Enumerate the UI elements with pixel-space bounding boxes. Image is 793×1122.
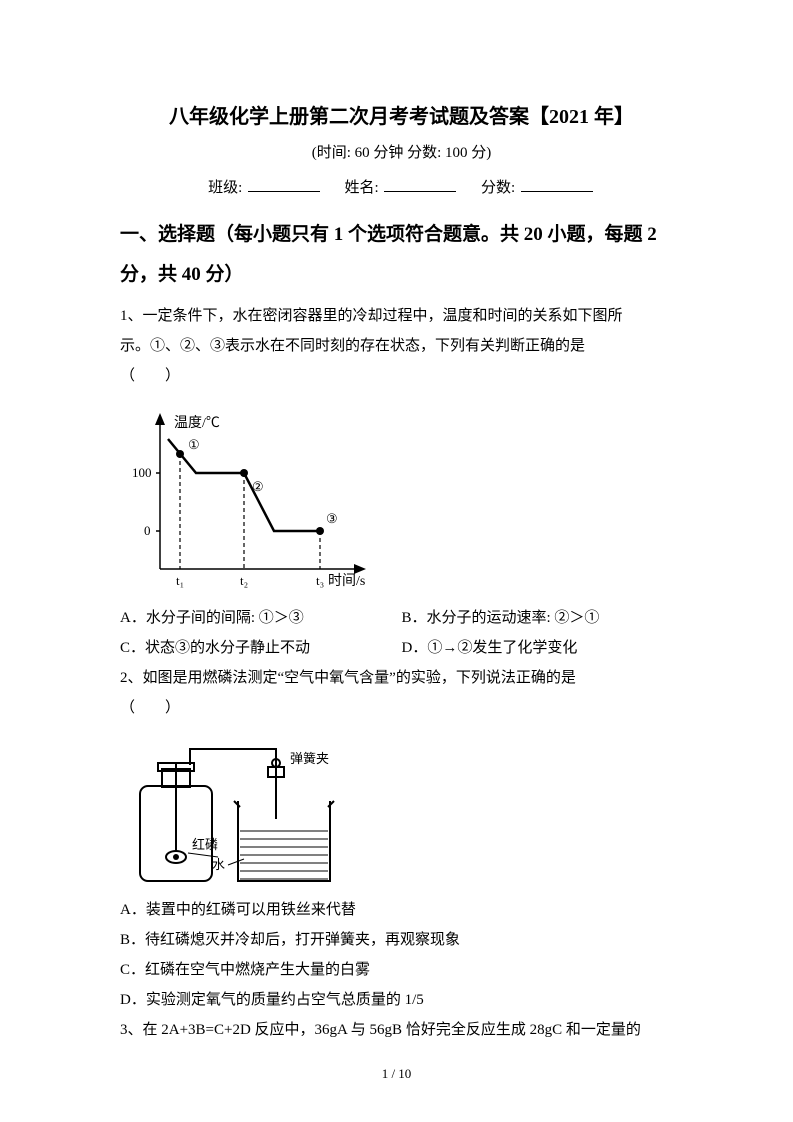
q2-stem: 2、如图是用燃磷法测定“空气中氧气含量”的实验，下列说法正确的是 （ ） xyxy=(120,663,683,723)
q1-marker-2: ② xyxy=(252,479,264,494)
q2-option-b: B．待红磷熄灭并冷却后，打开弹簧夹，再观察现象 xyxy=(120,925,683,955)
q1-chart: 温度/℃ 100 0 时间/s ① ② ③ t₁ t₂ t₃ xyxy=(120,399,683,599)
fill-blanks-row: 班级: 姓名: 分数: xyxy=(120,176,683,197)
q1-stem-line1: 1、一定条件下，水在密闭容器里的冷却过程中，温度和时间的关系如下图所 xyxy=(120,308,623,324)
q2-stem-line1: 2、如图是用燃磷法测定“空气中氧气含量”的实验，下列说法正确的是 xyxy=(120,670,576,686)
section-1-heading-line2: 分，共 40 分） xyxy=(120,255,683,295)
exam-title: 八年级化学上册第二次月考考试题及答案【2021 年】 xyxy=(120,100,683,129)
x-axis-label: 时间/s xyxy=(328,573,365,589)
xtick-t2: t₂ xyxy=(240,573,248,588)
q3-stem-line1: 3、在 2A+3B=C+2D 反应中，36gA 与 56gB 恰好完全反应生成 … xyxy=(120,1022,641,1038)
page-number: 1 / 10 xyxy=(0,1066,793,1082)
name-label: 姓名: xyxy=(345,180,383,196)
name-blank xyxy=(384,177,456,192)
exam-subtitle: (时间: 60 分钟 分数: 100 分) xyxy=(120,141,683,162)
q2-blank: （ ） xyxy=(120,693,180,723)
xtick-t3: t₃ xyxy=(316,573,324,588)
xtick-t1: t₁ xyxy=(176,573,184,588)
section-1-heading-line1: 一、选择题（每小题只有 1 个选项符合题意。共 20 小题，每题 2 xyxy=(120,215,683,255)
q1-stem: 1、一定条件下，水在密闭容器里的冷却过程中，温度和时间的关系如下图所 示。①、②… xyxy=(120,301,683,391)
clamp-label: 弹簧夹 xyxy=(290,751,329,766)
phosphorus-label: 红磷 xyxy=(192,837,218,852)
y-axis-label: 温度/℃ xyxy=(174,415,220,431)
q1-stem-line2: 示。①、②、③表示水在不同时刻的存在状态，下列有关判断正确的是 xyxy=(120,338,585,354)
score-blank xyxy=(521,177,593,192)
q2-options: A．装置中的红磷可以用铁丝来代替 B．待红磷熄灭并冷却后，打开弹簧夹，再观察现象… xyxy=(120,895,683,1015)
q2-option-c: C．红磷在空气中燃烧产生大量的白雾 xyxy=(120,955,683,985)
class-blank xyxy=(248,177,320,192)
ytick-100: 100 xyxy=(132,465,152,480)
water-label: 水 xyxy=(212,857,225,872)
q1-option-c: C．状态③的水分子静止不动 xyxy=(120,633,402,663)
q1-marker-1: ① xyxy=(188,437,200,452)
q1-blank: （ ） xyxy=(120,361,180,391)
section-1-heading: 一、选择题（每小题只有 1 个选项符合题意。共 20 小题，每题 2 分，共 4… xyxy=(120,215,683,295)
ytick-0: 0 xyxy=(144,523,151,538)
score-label: 分数: xyxy=(481,180,519,196)
q1-option-b: B．水分子的运动速率: ②＞① xyxy=(402,603,684,633)
class-label: 班级: xyxy=(208,180,246,196)
q1-option-a: A．水分子间的间隔: ①＞③ xyxy=(120,603,402,633)
q2-option-a: A．装置中的红磷可以用铁丝来代替 xyxy=(120,895,683,925)
q1-option-d: D．①→②发生了化学变化 xyxy=(402,633,684,663)
q3-stem: 3、在 2A+3B=C+2D 反应中，36gA 与 56gB 恰好完全反应生成 … xyxy=(120,1015,683,1045)
q2-option-d: D．实验测定氧气的质量约占空气总质量的 1/5 xyxy=(120,985,683,1015)
q2-diagram: 弹簧夹 红磷 水 xyxy=(120,731,683,891)
q1-marker-3: ③ xyxy=(326,511,338,526)
q1-options: A．水分子间的间隔: ①＞③ B．水分子的运动速率: ②＞① C．状态③的水分子… xyxy=(120,603,683,663)
